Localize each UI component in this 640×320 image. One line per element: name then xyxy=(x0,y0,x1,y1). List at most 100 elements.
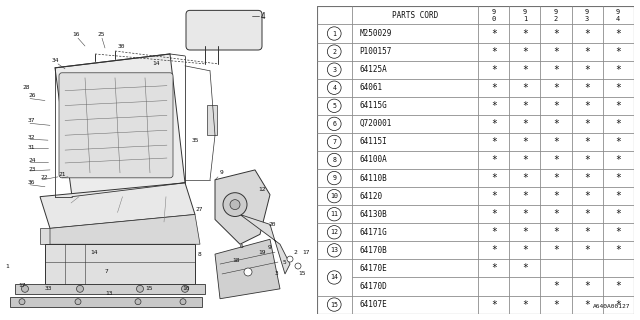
Text: 12: 12 xyxy=(258,187,266,192)
Bar xyxy=(540,24,572,43)
Circle shape xyxy=(327,135,341,148)
Text: 13: 13 xyxy=(330,247,338,253)
Text: *: * xyxy=(491,119,497,129)
Text: *: * xyxy=(522,300,528,309)
Bar xyxy=(509,205,540,223)
Text: *: * xyxy=(615,191,621,201)
Bar xyxy=(540,133,572,151)
Bar xyxy=(509,169,540,187)
Bar xyxy=(509,60,540,79)
FancyBboxPatch shape xyxy=(186,10,262,50)
FancyBboxPatch shape xyxy=(59,73,173,178)
Text: *: * xyxy=(584,47,590,57)
Text: P100157: P100157 xyxy=(360,47,392,56)
Text: 14: 14 xyxy=(330,275,338,280)
Circle shape xyxy=(182,285,189,292)
Text: *: * xyxy=(491,28,497,38)
Bar xyxy=(509,97,540,115)
Bar xyxy=(317,205,351,223)
Bar xyxy=(509,260,540,277)
Text: 9: 9 xyxy=(268,245,272,250)
Text: *: * xyxy=(522,155,528,165)
Text: M250029: M250029 xyxy=(360,29,392,38)
Text: 20: 20 xyxy=(268,222,275,227)
Bar xyxy=(351,277,478,296)
Text: 5: 5 xyxy=(283,260,287,265)
Bar xyxy=(602,241,634,260)
Text: 6: 6 xyxy=(240,244,244,249)
Text: *: * xyxy=(615,155,621,165)
Text: 6: 6 xyxy=(332,121,336,127)
Bar xyxy=(478,43,509,60)
Bar xyxy=(478,223,509,241)
Bar xyxy=(572,115,602,133)
Bar xyxy=(317,60,351,79)
Bar xyxy=(351,24,478,43)
Bar xyxy=(478,205,509,223)
Bar xyxy=(572,79,602,97)
Bar xyxy=(351,187,478,205)
Text: 28: 28 xyxy=(22,85,29,90)
Text: *: * xyxy=(553,83,559,93)
Text: 9: 9 xyxy=(220,170,224,175)
Text: *: * xyxy=(584,300,590,309)
Text: *: * xyxy=(553,119,559,129)
Text: *: * xyxy=(522,28,528,38)
Text: 16: 16 xyxy=(72,32,79,37)
Bar xyxy=(478,133,509,151)
Text: 25: 25 xyxy=(97,32,104,37)
Text: *: * xyxy=(553,245,559,255)
Text: 13: 13 xyxy=(105,291,113,296)
Text: *: * xyxy=(553,173,559,183)
Text: *: * xyxy=(553,227,559,237)
Bar xyxy=(317,115,351,133)
Bar xyxy=(478,115,509,133)
Text: 3: 3 xyxy=(275,271,279,276)
Text: 9
4: 9 4 xyxy=(616,9,620,22)
Text: *: * xyxy=(584,101,590,111)
Text: *: * xyxy=(491,137,497,147)
Text: 64120: 64120 xyxy=(360,192,383,201)
Bar xyxy=(602,43,634,60)
Text: 64115I: 64115I xyxy=(360,137,387,147)
Bar xyxy=(478,6,509,24)
Text: *: * xyxy=(522,209,528,219)
Bar xyxy=(572,205,602,223)
Text: *: * xyxy=(584,173,590,183)
Text: *: * xyxy=(584,245,590,255)
Bar xyxy=(602,97,634,115)
Bar xyxy=(317,133,351,151)
Bar xyxy=(540,277,572,296)
Bar xyxy=(572,43,602,60)
Polygon shape xyxy=(215,170,270,244)
Circle shape xyxy=(77,285,83,292)
Circle shape xyxy=(180,299,186,305)
Text: 9
0: 9 0 xyxy=(492,9,496,22)
Text: 1: 1 xyxy=(332,30,336,36)
Text: *: * xyxy=(522,227,528,237)
Circle shape xyxy=(135,299,141,305)
Text: *: * xyxy=(522,245,528,255)
Bar xyxy=(478,296,509,314)
Bar xyxy=(509,133,540,151)
Bar xyxy=(509,223,540,241)
Bar xyxy=(317,24,351,43)
Text: *: * xyxy=(615,282,621,292)
Text: 14: 14 xyxy=(152,61,159,66)
Text: *: * xyxy=(615,300,621,309)
Text: 8: 8 xyxy=(332,157,336,163)
Bar xyxy=(602,115,634,133)
Bar xyxy=(602,151,634,169)
Text: 27: 27 xyxy=(195,207,202,212)
Bar xyxy=(478,151,509,169)
Text: *: * xyxy=(491,209,497,219)
Bar xyxy=(602,60,634,79)
Text: 15: 15 xyxy=(145,286,152,291)
Text: 12: 12 xyxy=(330,229,338,235)
Circle shape xyxy=(327,27,341,40)
Text: 7: 7 xyxy=(332,139,336,145)
Text: 26: 26 xyxy=(28,93,35,98)
Text: *: * xyxy=(553,282,559,292)
Bar xyxy=(351,133,478,151)
Text: 1: 1 xyxy=(5,264,9,268)
